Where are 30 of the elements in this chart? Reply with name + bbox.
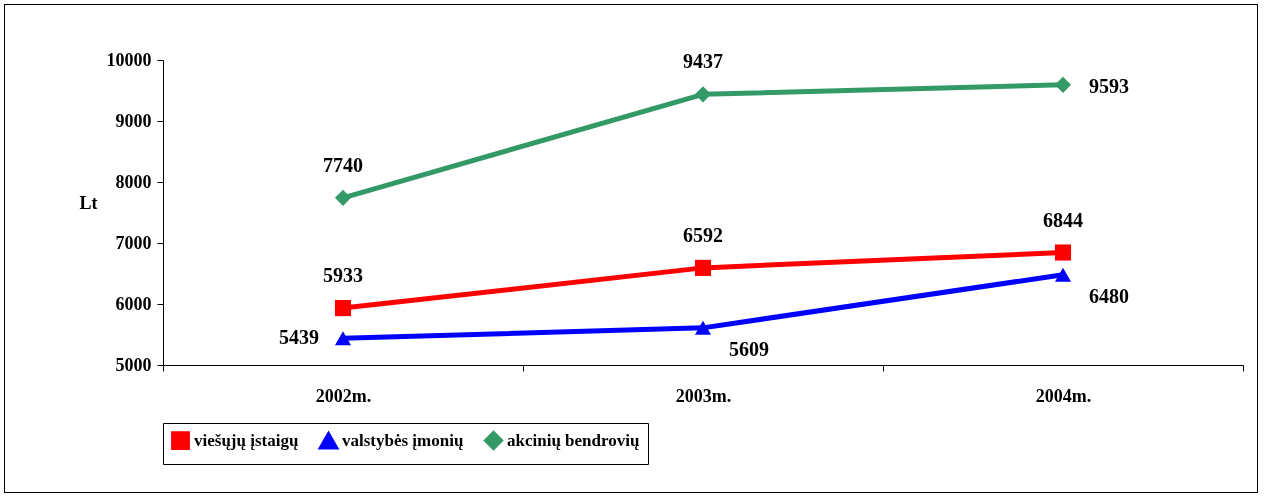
legend-label: valstybės įmonių [342,431,464,451]
data-label: 6844 [1043,208,1083,231]
y-tick-label: 5000 [115,354,152,375]
y-tick-label: 10000 [106,49,152,70]
point [334,189,352,206]
x-tick-label: 2004m. [1035,385,1092,406]
data-label: 5933 [323,264,363,287]
data-label: 6480 [1089,284,1129,307]
y-axis-title: Lt [79,192,98,213]
y-tick-label: 8000 [115,171,152,192]
data-label: 5609 [729,337,769,360]
point [694,259,712,276]
y-tick-label: 7000 [115,232,152,253]
data-label: 9437 [683,50,723,73]
x-tick-label: 2002m. [315,385,372,406]
x-tick-label: 2003m. [675,385,732,406]
data-label: 6592 [683,223,723,246]
legend-label: akcinių bendrovių [507,430,640,450]
data-label: 9593 [1089,74,1129,97]
y-tick-label: 6000 [115,293,152,314]
point [334,331,352,346]
point [694,86,712,103]
legend-label: viešųjų įstaigų [194,430,299,450]
point [334,300,352,317]
data-label: 5439 [279,326,319,349]
point [694,320,712,335]
data-label: 7740 [323,153,363,176]
point [1054,244,1072,261]
y-tick-label: 9000 [115,110,152,131]
point [1054,267,1072,282]
